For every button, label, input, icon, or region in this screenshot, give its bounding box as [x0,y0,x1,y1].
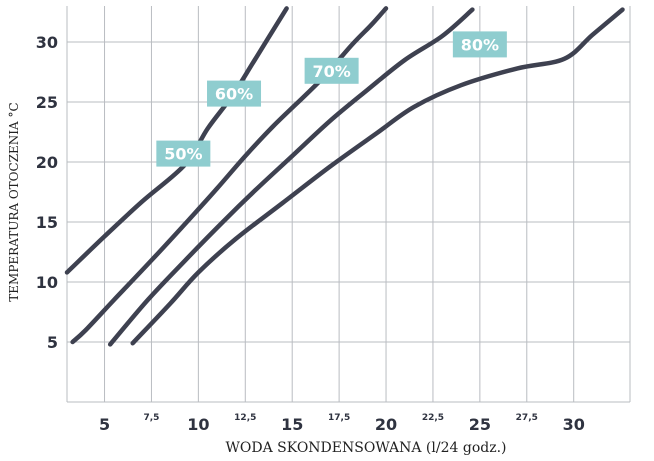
series-label-background [452,31,507,58]
x-tick-label-minor: 12,5 [234,413,256,423]
y-tick-label: 10 [36,273,58,292]
series-labels: 50% 60% 70% 80% [156,31,507,167]
grid [66,6,631,403]
series-label-badge: 60% [207,80,262,107]
x-tick-label: 5 [99,415,110,434]
x-tick-label: 15 [281,415,303,434]
x-tick-label: 30 [563,415,585,434]
series-label-text: 60% [215,85,253,104]
x-tick-label: 25 [469,415,491,434]
x-tick-label: 10 [187,415,209,434]
y-tick-label: 30 [36,33,58,52]
x-tick-label-minor: 27,5 [516,413,538,423]
series-label-background [156,140,211,167]
series-label-badge: 70% [304,57,359,84]
series-line-60pct [70,6,389,345]
series-label-text: 70% [312,62,350,81]
series-line-70pct [107,7,475,347]
series-label-text: 80% [461,35,499,54]
x-tick-label-minor: 7,5 [143,413,159,423]
tick-labels: 5 10 15 20 25 30 7,5 12,5 17,5 22,5 27,5 5 10 15 20 25 3… [36,33,585,434]
series-line-80pct [130,7,625,346]
x-axis-title: WODA SKONDENSOWANA (l/24 godz.) [226,440,507,456]
series-label-text: 50% [164,145,202,164]
x-tick-label-minor: 17,5 [328,413,350,423]
y-tick-label: 20 [36,153,58,172]
series-label-background [304,57,359,84]
y-tick-label: 15 [36,213,58,232]
series-label-background [207,80,262,107]
x-tick-label: 20 [375,415,397,434]
x-tick-label-minor: 22,5 [422,413,444,423]
series-label-badge: 80% [452,31,507,58]
series-label-badge: 50% [156,140,211,167]
y-tick-label: 25 [36,93,58,112]
y-axis-title: TEMPERATURA OTOCZENIA °C [7,102,21,301]
y-tick-label: 5 [47,333,58,352]
